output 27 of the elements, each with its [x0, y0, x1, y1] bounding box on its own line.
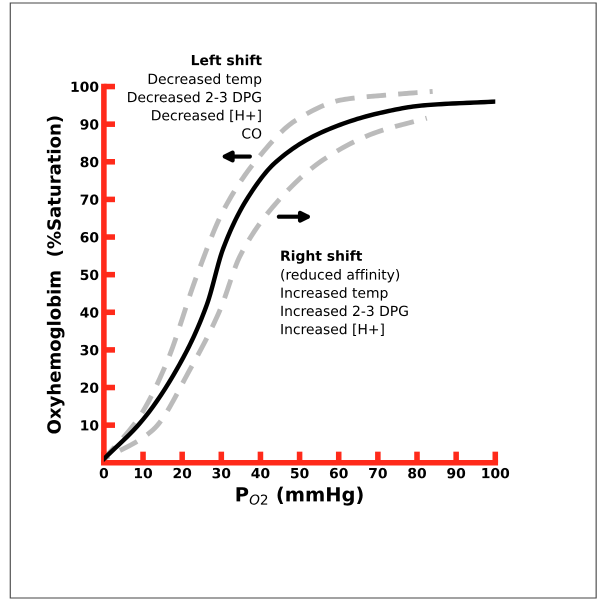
x-tick-label: 70: [369, 468, 387, 478]
y-tick-label: 100: [72, 82, 98, 92]
annotation: Right shift: [281, 250, 362, 264]
annotation: Decreased temp Decreased 2-3 DPG Decreased [H+] CO: [128, 73, 262, 139]
x-tick-label: 10: [134, 468, 152, 478]
y-tick-label: 50: [80, 270, 98, 280]
x-tick-label: 90: [447, 468, 466, 478]
y-tick-label: 10: [81, 420, 98, 431]
y-tick-label: 30: [80, 344, 98, 356]
y-tick-label: 60: [80, 232, 98, 243]
x-tick-label: 80: [408, 468, 426, 478]
x-tick-label: 60: [330, 468, 348, 478]
x-tick-label: 50: [290, 468, 309, 478]
x-tick-label: 0: [100, 468, 108, 478]
x-tick-label: 40: [251, 468, 270, 478]
x-tick-label: 30: [212, 468, 230, 478]
y-tick-label: 90: [80, 119, 98, 130]
x-axis-title: P$_{O2}$ (mmHg): [236, 486, 363, 506]
y-axis-title: Oxyhemoglobim (%Saturation): [46, 116, 64, 434]
y-tick-label: 70: [80, 194, 98, 205]
x-tick-label: 20: [174, 468, 192, 478]
text: Left shift: [192, 54, 262, 66]
x-tick-label: 100: [482, 468, 510, 478]
y-tick-label: 20: [80, 382, 98, 393]
annotation: (reduced affinity) Increased temp Increased 2-3 DPG Increased [H+]: [281, 269, 408, 336]
y-tick-label: 40: [80, 307, 98, 318]
y-tick-label: 80: [80, 156, 98, 168]
